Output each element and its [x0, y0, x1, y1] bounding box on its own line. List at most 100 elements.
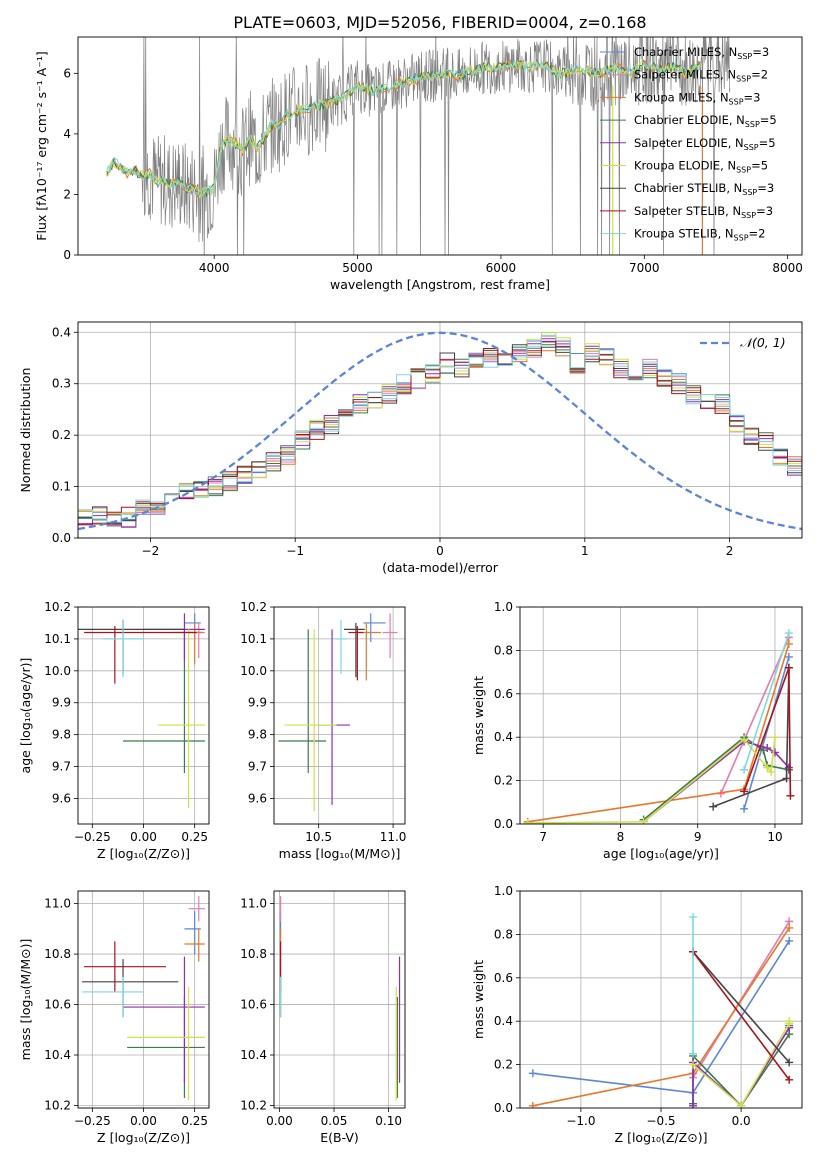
- series-point: [709, 802, 718, 811]
- y-tick-label: 10.2: [44, 600, 71, 614]
- y-tick-label: 10.2: [44, 1098, 71, 1112]
- x-tick-label: 8000: [772, 261, 803, 275]
- series-point: [763, 763, 772, 772]
- plot-area: [78, 322, 802, 538]
- x-tick-label: 0.00: [266, 1114, 293, 1128]
- y-tick-label: 10.4: [44, 1048, 71, 1062]
- y-tick-label: 2: [63, 187, 71, 201]
- legend-label: Kroupa STELIB, NSSP=2: [634, 227, 765, 243]
- y-tick-label: 0.4: [494, 1014, 513, 1028]
- x-tick-label: 0: [436, 544, 444, 558]
- y-tick-label: 1.0: [494, 600, 513, 614]
- x-tick-label: 0.0: [732, 1114, 751, 1128]
- series-point: [740, 765, 749, 774]
- errorbar-salpeter_stelib: [84, 626, 197, 684]
- errorbar-kroupa_stelib: [333, 619, 347, 675]
- y-tick-label: 0.2: [494, 1058, 513, 1072]
- errorbar-chabrier_miles: [363, 613, 386, 643]
- errorbar-salpeter_miles: [382, 613, 398, 659]
- legend-label: Salpeter MILES, NSSP=2: [634, 68, 768, 84]
- x-tick-label: 2: [726, 544, 734, 558]
- y-axis-label: Flux [fλ10⁻¹⁷ erg cm⁻² s⁻¹ A⁻¹]: [34, 51, 49, 240]
- plot-area: [106, 37, 731, 255]
- y-tick-label: 6: [63, 66, 71, 80]
- axes-frame: [273, 890, 406, 1109]
- series-point: [639, 817, 648, 824]
- legend-label: Chabrier ELODIE, NSSP=5: [634, 113, 777, 129]
- series-point: [689, 1049, 698, 1058]
- x-tick-label: 11.0: [380, 830, 407, 844]
- axes-frame: [519, 606, 803, 825]
- x-tick-label: −1.0: [566, 1114, 595, 1128]
- series-line: [743, 632, 790, 771]
- series-point: [767, 767, 776, 776]
- series-kroupa_stelib: [689, 913, 698, 1058]
- y-tick-label: 9.8: [248, 728, 267, 742]
- y-axis-label: mass weight: [471, 960, 486, 1039]
- y-tick-label: 10.0: [44, 664, 71, 678]
- y-tick-label: 10.1: [240, 632, 267, 646]
- series-point: [785, 923, 794, 932]
- x-tick-label: 0.00: [130, 830, 157, 844]
- errorbar-salpeter_stelib: [84, 941, 167, 992]
- x-tick-label: 0.05: [321, 1114, 348, 1128]
- y-tick-label: 10.8: [44, 947, 71, 961]
- panel-mass_vs_Z: −0.25 0.00 0.25 10.2 10.4 10.6 10.8 11.0 Z [log₁…: [18, 890, 210, 1145]
- x-tick-label: 7000: [629, 261, 660, 275]
- y-tick-label: 0.2: [52, 428, 71, 442]
- y-tick-label: 0.0: [494, 817, 513, 831]
- x-axis-label: Z [log₁₀(Z/Z⊙)]: [97, 1130, 190, 1145]
- x-tick-label: 10.5: [305, 830, 332, 844]
- y-tick-label: 10.2: [240, 1098, 267, 1112]
- series-point: [785, 1017, 794, 1026]
- y-tick-label: 10.8: [240, 947, 267, 961]
- gaussian-curve: [78, 331, 802, 531]
- x-tick-label: 7: [539, 830, 547, 844]
- y-tick-label: 9.6: [248, 791, 267, 805]
- errorbar-salpeter_stelib: [348, 626, 364, 681]
- series-point: [785, 936, 794, 945]
- panel-residuals: −2 −1 0 1 2 0.0 0.1 0.2 0.3 0.4 (data-model)/error…: [18, 321, 803, 575]
- series-point: [740, 787, 749, 796]
- y-tick-label: 11.0: [44, 897, 71, 911]
- legend-label: Chabrier STELIB, NSSP=3: [634, 181, 774, 197]
- x-tick-label: 0.00: [130, 1114, 157, 1128]
- x-tick-label: 4000: [199, 261, 230, 275]
- y-axis-label: mass weight: [471, 676, 486, 755]
- y-axis-label: age [log₁₀(age/yr)]: [18, 658, 33, 774]
- series-point: [740, 735, 749, 744]
- plot-area: [78, 607, 209, 824]
- series-point: [740, 804, 749, 813]
- y-tick-label: 10.0: [240, 664, 267, 678]
- y-tick-label: 9.9: [52, 696, 71, 710]
- series-point: [784, 629, 793, 638]
- y-tick-label: 10.1: [44, 632, 71, 646]
- y-axis-label: Normed distribution: [18, 368, 33, 493]
- x-tick-label: 0.25: [181, 1114, 208, 1128]
- panel-spectrum: 4000 5000 6000 7000 8000 0 2 4 6 wavelength [Angs…: [34, 36, 803, 292]
- x-axis-label: Z [log₁₀(Z/Z⊙)]: [615, 1130, 708, 1145]
- series-point: [785, 1075, 794, 1084]
- y-tick-label: 11.0: [240, 897, 267, 911]
- errorbar-chabrier_miles: [184, 911, 201, 955]
- y-tick-label: 9.8: [52, 728, 71, 742]
- legend-label: Kroupa MILES, NSSP=3: [634, 90, 760, 106]
- figure-title: PLATE=0603, MJD=52056, FIBERID=0004, z=0…: [233, 13, 646, 32]
- series-point: [784, 663, 793, 672]
- series-point: [784, 639, 793, 648]
- series-point: [528, 1069, 537, 1078]
- legend-label: 𝒩(0, 1): [740, 335, 786, 350]
- series-kroupa_elodie: [689, 1017, 794, 1108]
- y-tick-label: 0.6: [494, 971, 513, 985]
- axes-frame: [77, 36, 803, 256]
- errorbar-salpeter_elodie: [123, 956, 205, 1083]
- observed-spectrum-line: [106, 37, 731, 255]
- errorbar-kroupa_elodie: [127, 986, 205, 1101]
- x-tick-label: −0.25: [74, 830, 111, 844]
- x-tick-label: 9: [694, 830, 702, 844]
- plot-area: [274, 607, 405, 824]
- series-point: [785, 1058, 794, 1067]
- series-point: [737, 1101, 746, 1108]
- y-tick-label: 0.2: [494, 774, 513, 788]
